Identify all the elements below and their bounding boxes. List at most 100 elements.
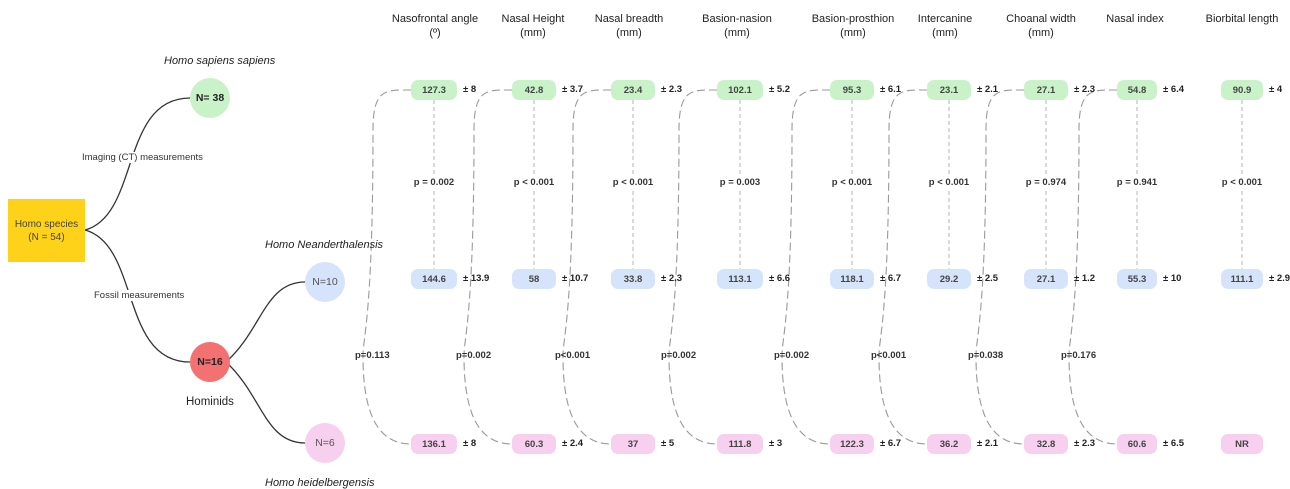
column-title: Nasal breadth [594,13,664,25]
connector-sapiens-heidel [1068,89,1118,445]
neander-sd-label: ± 10.7 [562,273,589,284]
sapiens-value-pill: 23.4 [611,80,655,100]
neander-title: Homo Neanderthalensis [265,239,384,251]
sapiens-value-pill: 23.1 [927,80,971,100]
column-title: Nasal Height [501,13,565,25]
neander-sd-label: ± 2.3 [661,273,683,284]
root-label: Homo species [14,218,79,230]
heidel-value-pill: 136.1 [411,434,457,454]
p-value-sapiens-heidel: p=0.002 [774,350,810,361]
sapiens-sd-label: ± 2.1 [977,84,999,95]
connector-sapiens-heidel [463,89,513,445]
neander-sd-label: ± 6.6 [769,273,791,284]
root-count: (N = 54) [28,231,65,243]
column-title: Intercanine [917,13,973,25]
heidel-sd-label: ± 8 [463,438,477,449]
sapiens-title: Homo sapiens sapiens [164,55,276,67]
neander-value-pill: 113.1 [717,269,763,289]
p-value-sapiens-neander: p < 0.001 [830,177,874,188]
column-header-nasal-breadth: Nasal breadth (mm) [564,12,694,40]
sapiens-sd-label: ± 6.1 [880,84,902,95]
column-unit: (mm) [840,27,866,39]
sapiens-sd-label: ± 5.2 [769,84,791,95]
column-header-nasal-height: Nasal Height (mm) [468,12,598,40]
column-title: Nasofrontal angle [391,13,479,25]
heidel-value-pill: 122.3 [830,434,874,454]
sapiens-value-pill: 102.1 [717,80,763,100]
heidel-sd-label: ± 3 [769,438,783,449]
connector-sapiens-heidel [562,89,612,445]
neander-node: N=10 [305,262,345,302]
heidel-sd-label: ± 6.5 [1163,438,1185,449]
neander-sd-label: ± 2.9 [1269,273,1290,284]
edge-label-imaging: Imaging (CT) measurements [80,152,205,163]
heidel-value-pill: 60.6 [1117,434,1157,454]
heidel-node: N=6 [305,423,345,463]
neander-value-pill: 144.6 [411,269,457,289]
column-title: Choanal width [1006,13,1076,25]
sapiens-sd-label: ± 2.3 [1074,84,1096,95]
column-title: Basion-nasion [702,13,772,25]
hominids-label: Hominids [186,396,234,408]
heidel-sd-label: ± 2.3 [1074,438,1096,449]
neander-sd-label: ± 13.9 [463,273,490,284]
sapiens-value-pill: 27.1 [1024,80,1068,100]
column-header-biorbital-length: Biorbital length [1177,12,1290,26]
edge-hominids-neander [225,281,306,363]
p-value-sapiens-heidel: p<0.001 [555,350,591,361]
column-unit: (mm) [1028,27,1054,39]
column-header-choanal-width: Choanal width (mm) [976,12,1106,40]
neander-value-pill: 33.8 [611,269,655,289]
neander-sd-label: ± 10 [1163,273,1182,284]
sapiens-sd-label: ± 4 [1269,84,1283,95]
column-title: Nasal index [1106,13,1164,25]
column-unit: (mm) [616,27,642,39]
column-header-intercanine: Intercanine (mm) [880,12,1010,40]
p-value-sapiens-neander: p = 0.003 [718,177,762,188]
neander-value-pill: 29.2 [927,269,971,289]
column-header-nasal-index: Nasal index [1070,12,1200,26]
p-value-sapiens-neander: p < 0.001 [927,177,971,188]
heidel-sd-label: ± 6.7 [880,438,902,449]
column-header-basion-prosthion: Basion-prosthion (mm) [788,12,918,40]
edge-hominids-heidel [225,361,306,444]
p-value-sapiens-neander: p < 0.001 [512,177,556,188]
column-unit: (mm) [932,27,958,39]
neander-sd-label: ± 2.5 [977,273,999,284]
p-value-sapiens-heidel: p<0.001 [871,350,907,361]
p-value-sapiens-heidel: p=0.002 [456,350,492,361]
edge-label-fossil: Fossil measurements [92,290,187,301]
heidel-sd-label: ± 2.1 [977,438,999,449]
column-header-basion-nasion: Basion-nasion (mm) [672,12,802,40]
heidel-sd-label: ± 2.4 [562,438,584,449]
p-value-sapiens-heidel: p=0.113 [355,350,390,361]
heidel-value-pill: 60.3 [512,434,556,454]
connector-sapiens-heidel [975,89,1025,445]
connector-sapiens-heidel [878,89,928,445]
neander-value-pill: 55.3 [1117,269,1157,289]
neander-sd-label: ± 1.2 [1074,273,1096,284]
p-value-sapiens-neander: p < 0.001 [1220,177,1264,188]
root-node-homo-species: Homo species (N = 54) [8,199,85,262]
sapiens-value-pill: 54.8 [1117,80,1157,100]
edge-root-sapiens [84,97,191,231]
heidel-sd-label: ± 5 [661,438,675,449]
p-value-sapiens-neander: p = 0.002 [412,177,456,188]
neander-sd-label: ± 6.7 [880,273,902,284]
heidel-value-pill: NR [1221,434,1263,454]
column-unit: (mm) [724,27,750,39]
p-value-sapiens-heidel: p=0.002 [661,350,697,361]
sapiens-value-pill: 90.9 [1221,80,1263,100]
heidel-value-pill: 37 [611,434,655,454]
p-value-sapiens-neander: p = 0.974 [1024,177,1068,188]
column-title: Basion-prosthion [811,13,895,25]
p-value-sapiens-heidel: p=0.176 [1061,350,1097,361]
sapiens-value-pill: 127.3 [411,80,457,100]
connector-sapiens-heidel [668,89,718,445]
neander-value-pill: 58 [512,269,556,289]
column-header-nasofrontal-angle: Nasofrontal angle (º) [370,12,500,40]
p-value-sapiens-neander: p = 0.941 [1115,177,1159,188]
heidel-value-pill: 111.8 [717,434,763,454]
connector-sapiens-heidel [362,89,412,445]
